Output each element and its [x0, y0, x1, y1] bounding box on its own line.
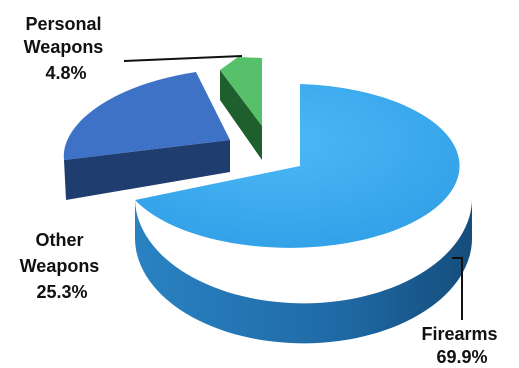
slice-other-weapons	[63, 72, 230, 200]
label-personal-weapons-line-2: Weapons	[24, 37, 104, 57]
leader-line-personal-weapons	[123, 55, 243, 62]
label-personal-weapons-line-1: Personal	[25, 14, 101, 34]
label-firearms: Firearms 69.9%	[421, 324, 502, 367]
label-personal-weapons-line-3: 4.8%	[45, 63, 86, 83]
slice-firearms	[135, 84, 473, 344]
label-other-weapons-line-1: Other	[35, 230, 83, 250]
label-other-weapons: Other Weapons 25.3%	[20, 230, 105, 302]
label-other-weapons-line-2: Weapons	[20, 256, 100, 276]
leader-line-firearms	[452, 257, 463, 320]
slice-firearms-side	[135, 196, 473, 344]
label-personal-weapons: Personal Weapons 4.8%	[24, 14, 109, 83]
slice-firearms-top	[135, 84, 460, 248]
slice-personal-weapons-side	[220, 70, 262, 160]
label-firearms-line-2: 69.9%	[436, 347, 487, 367]
label-other-weapons-line-3: 25.3%	[36, 282, 87, 302]
slice-other-weapons-top	[63, 72, 230, 160]
slice-personal-weapons-top	[220, 57, 262, 126]
label-firearms-line-1: Firearms	[421, 324, 497, 344]
slice-personal-weapons	[220, 57, 262, 160]
